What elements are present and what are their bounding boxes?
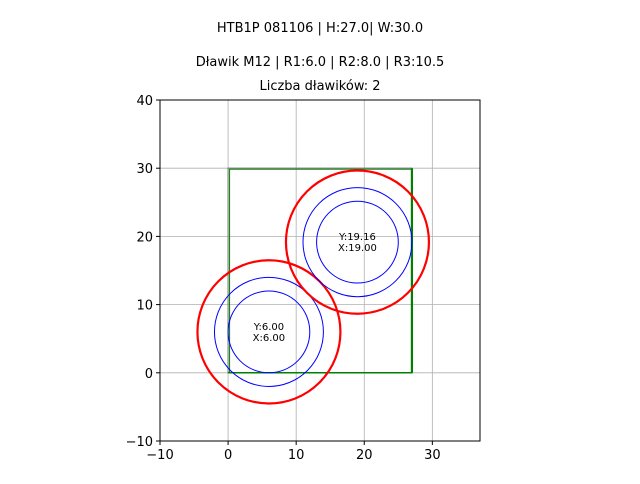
plot-area: Y:6.00X:6.00 Y:19.16X:19.00	[196, 167, 431, 405]
axes-frame	[159, 99, 481, 442]
chart-title-line-1: HTB1P 081106 | H:27.0| W:30.0	[217, 21, 423, 36]
gland-circle-r1	[316, 200, 399, 284]
x-tick-label: 30	[424, 448, 441, 463]
gland-circle-r2	[213, 276, 324, 387]
x-tick-label: 0	[224, 448, 232, 463]
y-tick-label: −10	[126, 435, 153, 450]
gland-label-x: X:19.00	[338, 243, 377, 254]
gland-circle-r2	[302, 187, 413, 298]
gland-label-x: X:6.00	[253, 333, 286, 344]
gland-circle-r1	[227, 290, 311, 374]
y-tick-label: 40	[136, 94, 153, 109]
gland-label-y: Y:19.16	[338, 232, 376, 243]
chart-title-line-3: Liczba dławików: 2	[259, 79, 380, 94]
x-tick-label: −10	[146, 448, 173, 463]
grid	[159, 99, 480, 442]
y-tick-label: 10	[136, 299, 153, 314]
y-tick-label: 30	[136, 162, 153, 177]
gland-circle-r3	[196, 259, 342, 405]
y-tick-label: 20	[136, 230, 153, 245]
x-tick-label: 20	[356, 448, 373, 463]
y-tick-label: 0	[145, 367, 153, 382]
x-tick-label: 10	[288, 448, 305, 463]
gland-label-y: Y:6.00	[253, 322, 284, 333]
chart-title-line-2: Dławik M12 | R1:6.0 | R2:8.0 | R3:10.5	[196, 55, 445, 70]
gland-circle-r3	[284, 169, 431, 315]
axis-ticks: −10 0 10 20 30 −10 0 10 20 30 40	[126, 94, 441, 463]
